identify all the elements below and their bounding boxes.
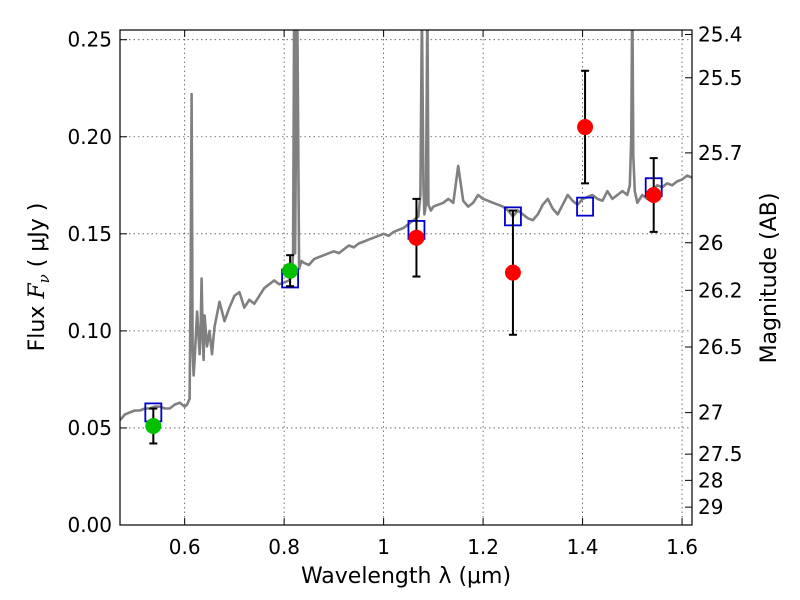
grid-lines xyxy=(120,30,692,525)
magnitude-tick-label: 26.5 xyxy=(698,335,743,359)
magnitude-tick-label: 26.2 xyxy=(698,278,743,302)
magnitude-tick-label: 28 xyxy=(698,468,723,492)
plot-frame xyxy=(119,29,693,526)
magnitude-tick-label: 25.4 xyxy=(698,22,743,46)
y-axis-label-var: F xyxy=(25,283,50,300)
y-tick-label: 0.00 xyxy=(67,513,112,537)
x-tick-label: 1.6 xyxy=(666,535,698,559)
x-tick-label: 0.8 xyxy=(268,535,300,559)
observed-point xyxy=(504,264,521,281)
magnitude-tick-label: 25.5 xyxy=(698,66,743,90)
observed-point xyxy=(645,187,662,203)
magnitude-tick-label: 29 xyxy=(698,495,723,519)
y-tick-label: 0.15 xyxy=(67,222,112,246)
y-tick-label: 0.05 xyxy=(67,416,112,440)
observed-point xyxy=(408,229,425,246)
magnitude-tick-label: 26 xyxy=(698,231,723,255)
y2-axis-label: Magnitude (AB) xyxy=(757,193,782,364)
y-tick-label: 0.10 xyxy=(67,319,112,343)
x-axis-label: Wavelength λ (μm) xyxy=(301,564,511,589)
axis-ticks: 0.6 0.8 1 1.2 1.4 1.6 0.00 0.05 0.10 0.15 0.20 0.25… xyxy=(67,22,742,559)
magnitude-tick-label: 25.7 xyxy=(698,141,743,165)
y-axis-label-prefix: Flux xyxy=(25,299,50,352)
y-axis-label: Flux Fν ( μJy ) xyxy=(25,203,53,352)
data-layer xyxy=(120,30,692,445)
x-tick-label: 1.4 xyxy=(567,535,599,559)
spectrum-line xyxy=(120,30,692,422)
y-axis-label-suffix: ( μJy ) xyxy=(25,203,50,275)
y-axis-label-sub: ν xyxy=(35,274,53,283)
magnitude-tick-label: 27.5 xyxy=(698,442,743,466)
x-tick-label: 1.2 xyxy=(467,535,499,559)
y-tick-label: 0.25 xyxy=(67,28,112,52)
y-tick-label: 0.20 xyxy=(67,125,112,149)
observed-point xyxy=(577,119,594,136)
observed-point xyxy=(145,418,162,434)
x-tick-label: 1 xyxy=(377,535,390,559)
model-photometry-square xyxy=(576,196,594,217)
observed-point xyxy=(282,262,299,279)
magnitude-tick-label: 27 xyxy=(698,401,723,425)
x-tick-label: 0.6 xyxy=(169,535,201,559)
